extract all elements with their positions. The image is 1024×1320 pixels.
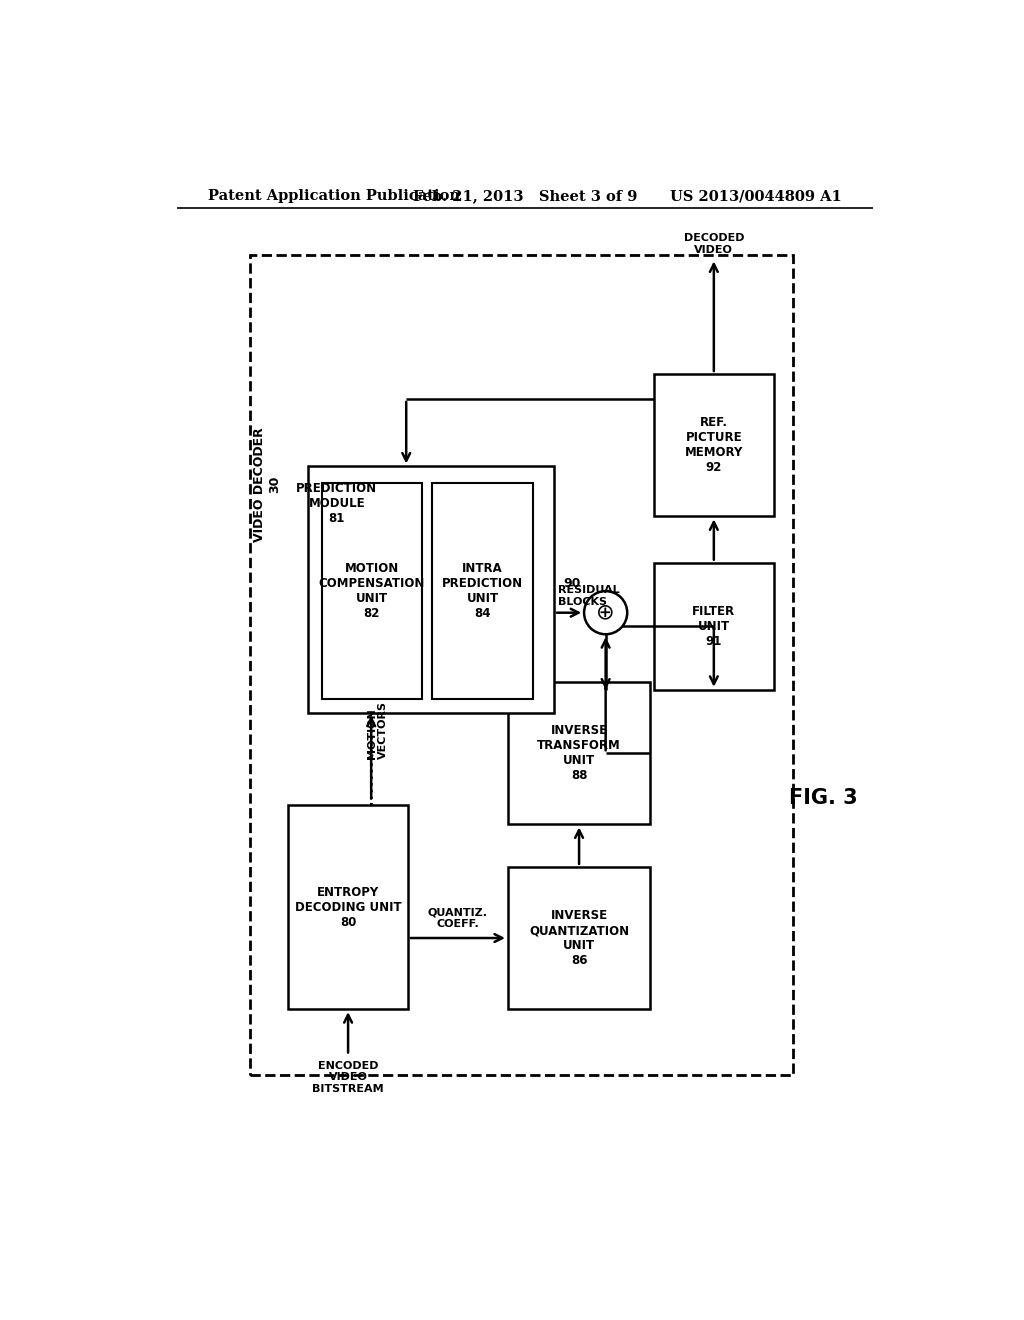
Text: Patent Application Publication: Patent Application Publication: [208, 189, 460, 203]
Text: FIG. 3: FIG. 3: [790, 788, 858, 808]
Bar: [654, 374, 773, 516]
Bar: [250, 255, 793, 1074]
Text: MOTION
COMPENSATION
UNIT
82: MOTION COMPENSATION UNIT 82: [318, 562, 425, 620]
Text: 90: 90: [563, 577, 581, 590]
Text: MOTION
VECTORS: MOTION VECTORS: [367, 701, 388, 759]
Text: ⊕: ⊕: [596, 603, 615, 623]
Text: INVERSE
TRANSFORM
UNIT
88: INVERSE TRANSFORM UNIT 88: [538, 725, 621, 783]
Text: INVERSE
QUANTIZATION
UNIT
86: INVERSE QUANTIZATION UNIT 86: [529, 909, 629, 968]
Text: REF.
PICTURE
MEMORY
92: REF. PICTURE MEMORY 92: [685, 416, 743, 474]
Bar: [508, 682, 650, 825]
Text: RESIDUAL
BLOCKS: RESIDUAL BLOCKS: [558, 585, 620, 607]
Text: PREDICTION
MODULE
81: PREDICTION MODULE 81: [296, 482, 378, 525]
Text: QUANTIZ.
COEFF.: QUANTIZ. COEFF.: [428, 907, 487, 929]
Text: FILTER
UNIT
91: FILTER UNIT 91: [692, 605, 735, 648]
Text: DECODED
VIDEO: DECODED VIDEO: [684, 234, 744, 255]
Bar: [508, 867, 650, 1010]
Text: US 2013/0044809 A1: US 2013/0044809 A1: [671, 189, 842, 203]
Bar: [322, 483, 422, 700]
Bar: [432, 483, 532, 700]
Text: Feb. 21, 2013   Sheet 3 of 9: Feb. 21, 2013 Sheet 3 of 9: [413, 189, 637, 203]
Bar: [654, 562, 773, 689]
Text: ENCODED
VIDEO
BITSTREAM: ENCODED VIDEO BITSTREAM: [312, 1061, 384, 1094]
Text: VIDEO DECODER
30: VIDEO DECODER 30: [253, 426, 281, 541]
Text: INTRA
PREDICTION
UNIT
84: INTRA PREDICTION UNIT 84: [442, 562, 523, 620]
Bar: [307, 466, 554, 713]
Text: ENTROPY
DECODING UNIT
80: ENTROPY DECODING UNIT 80: [295, 886, 401, 929]
Bar: [289, 805, 408, 1010]
Circle shape: [584, 591, 628, 635]
